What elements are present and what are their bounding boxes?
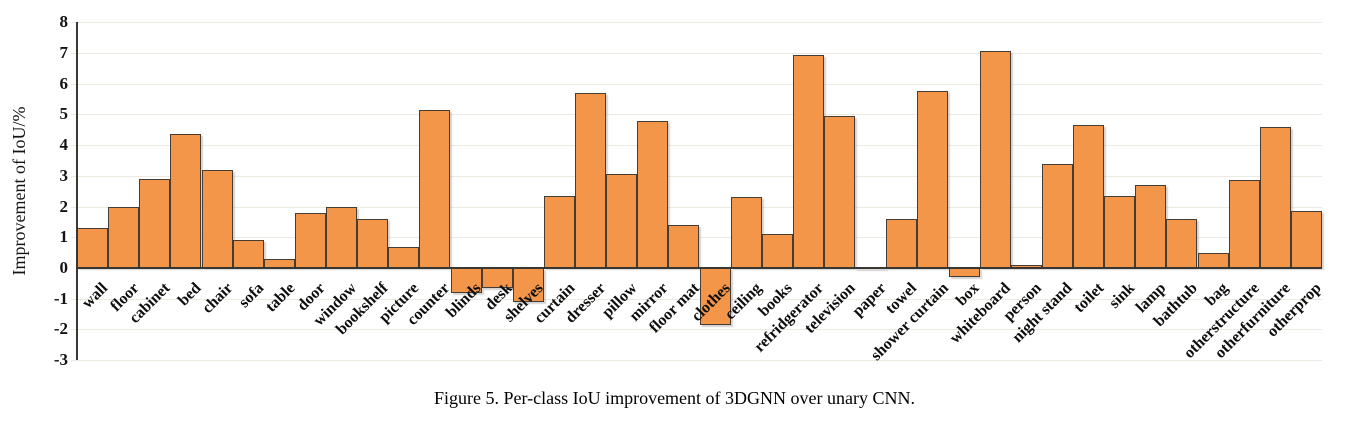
y-tick-label-0: 0: [59, 258, 69, 277]
y-tick-label-8: 8: [59, 12, 69, 32]
bar-mirror: [637, 120, 669, 268]
bar-night-stand: [1041, 163, 1073, 268]
bar-bag: [1197, 252, 1229, 268]
x-label-table: table: [262, 279, 298, 316]
gridline-y--2: [71, 329, 1322, 331]
bar-toilet: [1073, 125, 1105, 268]
bar-blinds: [450, 268, 482, 293]
gridline-y--3: [71, 360, 1322, 362]
gridline-y-5: [71, 114, 1322, 116]
bar-shower-curtain: [917, 91, 949, 268]
bar-otherprop: [1290, 211, 1322, 268]
bar-box: [948, 268, 980, 278]
y-tick-label--3: -3: [53, 350, 68, 370]
bar-towel: [886, 218, 918, 268]
figure-caption: Figure 5. Per-class IoU improvement of 3…: [433, 388, 916, 408]
bar-bed: [170, 134, 202, 268]
x-label-paper: paper: [849, 279, 890, 320]
gridline-y-7: [71, 53, 1322, 54]
y-tick-label--2: -2: [53, 319, 68, 339]
y-axis-line: [76, 22, 78, 361]
bar-sink: [1104, 195, 1136, 268]
x-label-sofa: sofa: [235, 279, 267, 312]
gridline-y-6: [71, 83, 1322, 85]
bar-cabinet: [139, 178, 171, 268]
y-tick-label--1: -1: [53, 288, 68, 308]
bar-curtain: [543, 195, 575, 268]
bar-otherstructure: [1228, 180, 1260, 268]
x-label-sink: sink: [1106, 279, 1139, 312]
bar-refridgerator: [792, 54, 824, 268]
y-tick-label-4: 4: [59, 135, 69, 155]
bar-floor-mat: [668, 225, 700, 268]
bar-window: [326, 206, 358, 268]
bar-door: [294, 212, 326, 268]
bar-bookshelf: [357, 218, 389, 268]
bar-television: [824, 115, 856, 268]
bar-books: [761, 234, 793, 268]
bar-wall: [77, 228, 109, 268]
bar-dresser: [575, 92, 607, 268]
bar-pillow: [606, 174, 638, 268]
bar-sofa: [232, 240, 264, 268]
bar-counter: [419, 109, 451, 268]
y-tick-label-1: 1: [59, 227, 69, 247]
y-axis-title: Improvement of IoU/%: [9, 106, 29, 276]
bar-bathtub: [1166, 218, 1198, 268]
gridline-y-2: [71, 206, 1322, 208]
x-label-wall: wall: [79, 279, 112, 312]
bar-otherfurniture: [1259, 126, 1291, 268]
x-axis-zero-line: [76, 267, 1322, 269]
y-tick-label-5: 5: [59, 104, 69, 124]
y-tick-label-7: 7: [59, 43, 69, 62]
bar-floor: [108, 206, 140, 268]
gridline-y-8: [71, 22, 1322, 24]
bar-shelves: [512, 268, 544, 302]
bar-whiteboard: [979, 51, 1011, 268]
gridline-y--1: [71, 298, 1322, 300]
y-tick-label-3: 3: [59, 165, 69, 185]
bar-lamp: [1135, 185, 1167, 268]
bar-chair: [201, 169, 233, 268]
y-tick-label-2: 2: [59, 196, 69, 216]
gridline-y-3: [71, 175, 1322, 177]
bar-picture: [388, 246, 420, 268]
gridline-y-4: [71, 145, 1322, 147]
bar-ceiling: [730, 197, 762, 268]
y-tick-label-6: 6: [59, 73, 69, 93]
